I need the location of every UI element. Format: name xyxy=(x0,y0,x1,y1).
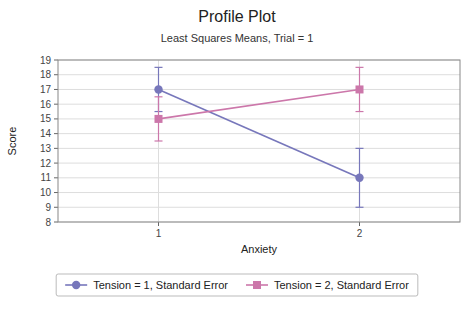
title: Profile Plot xyxy=(198,8,276,25)
tick-mark xyxy=(54,148,58,149)
tick-label: 13 xyxy=(40,143,52,154)
grid-line xyxy=(58,192,460,193)
error-bar xyxy=(356,148,364,207)
error-cap xyxy=(155,140,163,141)
tick-mark xyxy=(359,222,360,226)
grid-line xyxy=(58,163,460,164)
tick-mark xyxy=(54,133,58,134)
legend-marker xyxy=(72,281,80,289)
grid-line xyxy=(359,60,360,222)
tick-mark xyxy=(54,192,58,193)
point xyxy=(355,174,363,182)
tick-mark xyxy=(54,89,58,90)
error-cap xyxy=(356,207,364,208)
tick-mark xyxy=(54,222,58,223)
tick-label: 19 xyxy=(40,55,52,66)
tick-label: 9 xyxy=(45,202,51,213)
error-cap xyxy=(155,96,163,97)
tick-label: 1 xyxy=(156,228,162,239)
chart: Profile Plot Least Squares Means, Trial =… xyxy=(0,0,474,310)
tick-label: 2 xyxy=(357,228,363,239)
legend-item: Tension = 2, Standard Error xyxy=(246,279,409,291)
plot-data xyxy=(154,67,363,207)
y-axis-label: Score xyxy=(6,127,18,156)
point xyxy=(154,85,162,93)
subtitle: Least Squares Means, Trial = 1 xyxy=(161,32,314,44)
x-axis-label: Anxiety xyxy=(241,243,278,255)
tick-mark xyxy=(54,177,58,178)
plot-frame xyxy=(58,60,460,222)
error-bar xyxy=(356,67,364,111)
tick-mark xyxy=(54,207,58,208)
tick-label: 8 xyxy=(45,217,51,228)
series-line xyxy=(159,89,360,177)
point xyxy=(155,115,163,123)
error-cap xyxy=(155,67,163,68)
grid-line xyxy=(58,74,460,75)
tick-label: 12 xyxy=(40,158,52,169)
grid xyxy=(58,60,460,222)
grid-line xyxy=(58,118,460,119)
tick-label: 14 xyxy=(40,128,52,139)
tick-label: 17 xyxy=(40,84,52,95)
series xyxy=(155,67,364,141)
tick-mark xyxy=(158,222,159,226)
tick-label: 18 xyxy=(40,69,52,80)
tick-label: 11 xyxy=(41,172,52,183)
grid-line xyxy=(58,207,460,208)
legend-box xyxy=(56,274,418,296)
grid-line xyxy=(58,177,460,178)
series xyxy=(154,67,363,207)
point xyxy=(356,85,364,93)
grid-line xyxy=(58,148,460,149)
legend-item: Tension = 1, Standard Error xyxy=(65,279,228,291)
tick-label: 15 xyxy=(40,113,52,124)
error-cap xyxy=(356,148,364,149)
tick-label: 16 xyxy=(40,99,52,110)
legend-marker xyxy=(253,281,261,289)
error-bar xyxy=(155,97,163,141)
tick-mark xyxy=(54,163,58,164)
legend: Tension = 1, Standard Error Tension = 2, … xyxy=(56,274,418,296)
legend-label: Tension = 2, Standard Error xyxy=(274,279,409,291)
series-line xyxy=(159,89,360,118)
tick-mark xyxy=(54,60,58,61)
legend-label: Tension = 1, Standard Error xyxy=(93,279,228,291)
tick-label: 10 xyxy=(40,187,52,198)
grid-line xyxy=(58,89,460,90)
tick-mark xyxy=(54,74,58,75)
tick-mark xyxy=(54,118,58,119)
error-cap xyxy=(356,111,364,112)
error-cap xyxy=(356,67,364,68)
tick-mark xyxy=(54,104,58,105)
